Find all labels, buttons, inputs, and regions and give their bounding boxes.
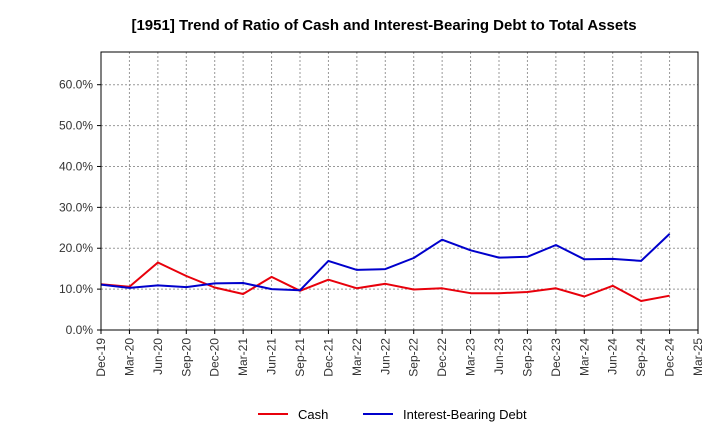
- x-tick-label: Dec-20: [208, 338, 222, 377]
- y-tick-label: 50.0%: [59, 119, 93, 133]
- x-tick-label: Mar-23: [464, 338, 478, 376]
- legend-label: Cash: [298, 407, 328, 422]
- x-tick-label: Sep-21: [293, 338, 307, 377]
- x-tick-label: Jun-20: [151, 338, 165, 375]
- y-tick-label: 40.0%: [59, 159, 93, 173]
- x-tick-label: Sep-22: [407, 338, 421, 377]
- x-tick-label: Jun-23: [492, 338, 506, 375]
- plot-frame: [100, 51, 699, 331]
- x-tick-label: Mar-22: [350, 338, 364, 376]
- x-tick-label: Jun-22: [378, 338, 392, 375]
- x-tick-label: Jun-24: [606, 338, 620, 375]
- y-tick-label: 30.0%: [59, 200, 93, 214]
- x-tick-label: Mar-25: [691, 338, 705, 376]
- x-tick-label: Mar-24: [577, 338, 591, 376]
- y-axis: 0.0% 10.0% 20.0% 30.0% 40.0% 50.0% 60.0%: [59, 78, 101, 337]
- y-tick-label: 20.0%: [59, 241, 93, 255]
- chart-series: [100, 233, 671, 302]
- x-tick-label: Dec-23: [549, 338, 563, 377]
- x-tick-label: Dec-21: [321, 338, 335, 377]
- x-tick-label: Sep-24: [634, 338, 648, 377]
- x-tick-label: Mar-21: [236, 338, 250, 376]
- x-tick-label: Jun-21: [265, 338, 279, 375]
- series-line-cash: [100, 261, 670, 302]
- y-tick-label: 10.0%: [59, 282, 93, 296]
- chart-legend: Cash Interest-Bearing Debt: [258, 407, 527, 422]
- y-tick-label: 60.0%: [59, 78, 93, 92]
- x-tick-label: Mar-20: [122, 338, 136, 376]
- x-axis: Dec-19 Mar-20 Jun-20 Sep-20 Dec-20 Mar-21 Jun-…: [94, 330, 705, 377]
- x-tick-label: Dec-19: [94, 338, 108, 377]
- x-tick-label: Sep-23: [520, 338, 534, 377]
- chart-grid: [101, 52, 698, 330]
- y-tick-label: 0.0%: [66, 323, 94, 337]
- chart-title: [1951] Trend of Ratio of Cash and Intere…: [131, 17, 636, 34]
- x-tick-label: Dec-24: [663, 338, 677, 377]
- legend-label: Interest-Bearing Debt: [403, 407, 527, 422]
- x-tick-label: Sep-20: [179, 338, 193, 377]
- x-tick-label: Dec-22: [435, 338, 449, 377]
- series-line-interest-bearing-debt: [100, 233, 671, 292]
